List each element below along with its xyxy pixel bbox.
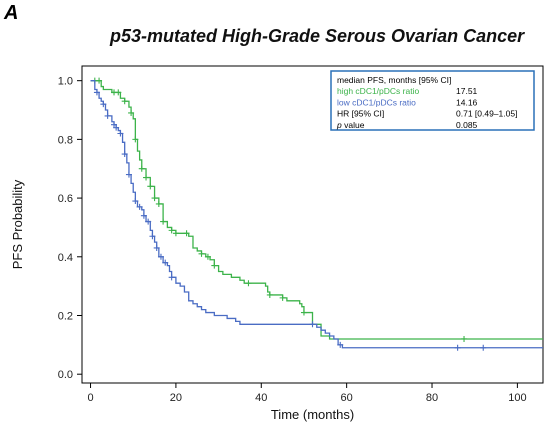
y-tick-label: 0.0 — [58, 369, 73, 381]
panel-letter: A — [4, 2, 19, 24]
censor-mark — [204, 253, 211, 260]
legend-label: p value — [336, 120, 365, 130]
censor-mark — [151, 195, 158, 202]
x-tick-label: 60 — [341, 392, 353, 404]
censor-mark — [153, 244, 160, 251]
censor-mark — [266, 291, 273, 298]
censor-mark — [132, 198, 139, 205]
censor-mark — [172, 230, 179, 237]
censor-mark — [96, 77, 103, 84]
series-layer — [90, 77, 543, 351]
legend-label: low cDC1/pDCs ratio — [337, 97, 416, 107]
censor-mark — [132, 136, 139, 143]
censor-mark — [121, 151, 128, 158]
legend-value: 14.16 — [456, 97, 478, 107]
legend-label: high cDC1/pDCs ratio — [337, 86, 419, 96]
censor-mark — [155, 200, 162, 207]
censor-mark — [454, 344, 461, 351]
y-axis-label: PFS Probability — [10, 179, 25, 269]
censor-mark — [145, 218, 152, 225]
legend-label: HR [95% CI] — [337, 109, 384, 119]
legend-value: 17.51 — [456, 86, 478, 96]
censor-mark — [125, 171, 132, 178]
legend: median PFS, months [95% CI]high cDC1/pDC… — [330, 70, 535, 131]
censor-mark — [147, 183, 154, 190]
x-tick-label: 80 — [426, 392, 438, 404]
censor-mark — [115, 89, 122, 96]
censor-mark — [100, 101, 107, 108]
censor-mark — [138, 165, 145, 172]
legend-value: 0.085 — [456, 120, 478, 130]
legend-value: 0.71 [0.49–1.05] — [456, 109, 517, 119]
legend-box — [330, 70, 535, 131]
censor-mark — [93, 89, 100, 96]
censor-mark — [121, 98, 128, 105]
censor-mark — [279, 294, 286, 301]
censor-mark — [104, 112, 111, 119]
x-tick-label: 0 — [87, 392, 93, 404]
censor-mark — [245, 280, 252, 287]
plot-frame — [81, 65, 544, 384]
censor-mark — [140, 212, 147, 219]
censor-mark — [117, 130, 124, 137]
x-tick-label: 40 — [255, 392, 267, 404]
y-tick-label: 0.2 — [58, 310, 73, 322]
censor-mark — [480, 344, 487, 351]
y-tick-label: 0.8 — [58, 134, 73, 146]
censor-mark — [128, 109, 135, 116]
censor-mark — [157, 253, 164, 260]
censor-mark — [183, 230, 190, 237]
legend-header: median PFS, months [95% CI] — [337, 75, 451, 85]
chart-title: p53-mutated High-Grade Serous Ovarian Ca… — [110, 26, 525, 46]
censor-mark — [168, 227, 175, 234]
censor-mark — [309, 321, 316, 328]
x-tick-label: 100 — [508, 392, 526, 404]
y-tick-label: 0.6 — [58, 193, 73, 205]
censor-mark — [168, 274, 175, 281]
y-tick-label: 0.4 — [58, 252, 73, 264]
censor-mark — [149, 233, 156, 240]
censor-mark — [160, 218, 167, 225]
y-tick-label: 1.0 — [58, 76, 73, 88]
axes: 0 20 40 60 80 100 0.0 0.2 0.4 0.6 0.8 1.0 — [58, 65, 544, 404]
censor-mark — [337, 341, 344, 348]
censor-mark — [143, 174, 150, 181]
censor-mark — [162, 259, 169, 266]
x-axis-label: Time (months) — [271, 407, 354, 422]
censor-mark — [461, 335, 468, 342]
censor-mark — [211, 262, 218, 269]
censor-mark — [113, 124, 120, 131]
censor-mark — [136, 203, 143, 210]
censor-mark — [198, 250, 205, 257]
x-tick-label: 20 — [170, 392, 182, 404]
censor-mark — [300, 309, 307, 316]
